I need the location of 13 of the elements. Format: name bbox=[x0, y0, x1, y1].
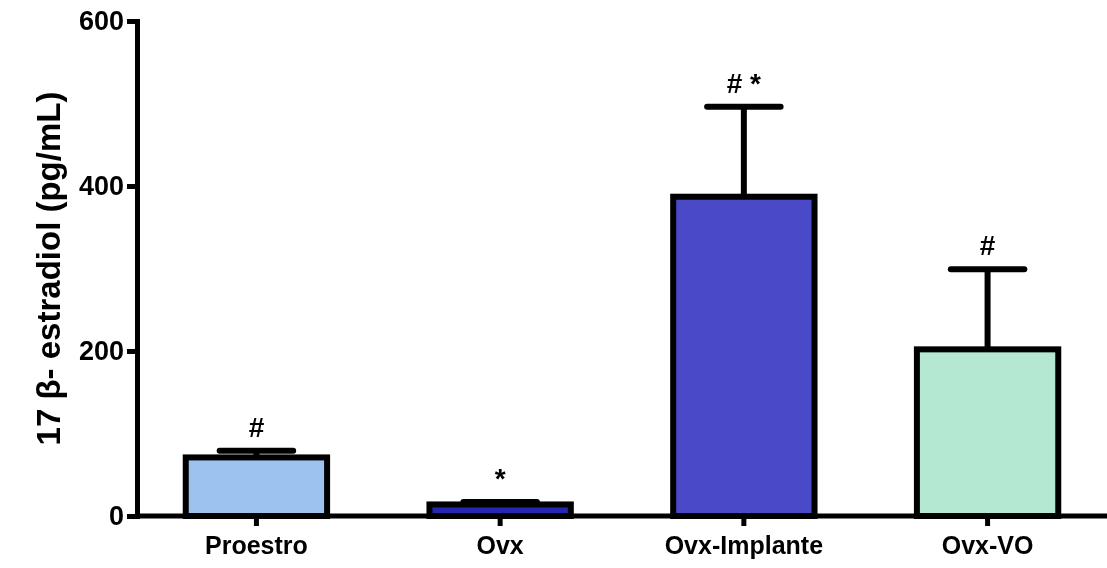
annotation: # bbox=[979, 230, 996, 262]
annotation: * bbox=[494, 462, 506, 494]
x-tick-label: Ovx bbox=[476, 531, 524, 559]
y-tick-label: 400 bbox=[78, 171, 124, 202]
annotation: # * bbox=[726, 67, 762, 99]
annotation: # bbox=[248, 411, 265, 443]
y-tick-label: 0 bbox=[108, 501, 124, 532]
y-tick-label: 600 bbox=[78, 6, 124, 37]
x-tick-label: Ovx-VO bbox=[941, 531, 1034, 559]
x-tick-label: Ovx-Implante bbox=[664, 531, 824, 559]
x-tick-label: Proestro bbox=[205, 531, 308, 559]
y-tick-label: 200 bbox=[78, 336, 124, 367]
y-axis-title: 17 β- estradiol (pg/mL) bbox=[30, 91, 67, 446]
